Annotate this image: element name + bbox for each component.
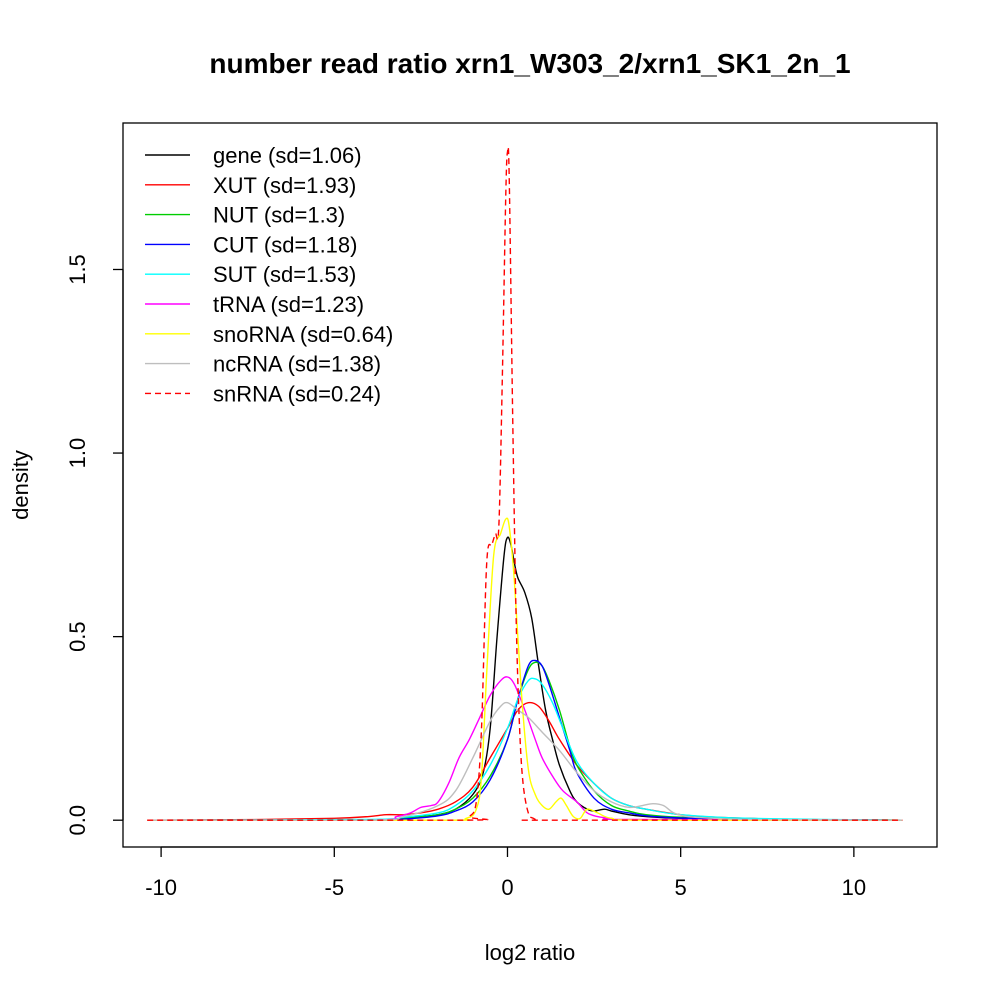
y-tick-label: 0.5 xyxy=(65,621,90,652)
series-line-4 xyxy=(147,677,903,821)
series-line-3 xyxy=(147,659,903,821)
x-tick-label: 10 xyxy=(842,875,866,900)
legend-label: tRNA (sd=1.23) xyxy=(213,292,364,317)
legend-label: gene (sd=1.06) xyxy=(213,143,362,168)
y-tick-label: 1.5 xyxy=(65,254,90,285)
x-tick-label: 5 xyxy=(675,875,687,900)
legend-label: XUT (sd=1.93) xyxy=(213,173,356,198)
x-axis: -10 -5 0 5 10 xyxy=(145,846,866,900)
x-tick-label: -5 xyxy=(325,875,345,900)
x-tick-label: -10 xyxy=(145,875,177,900)
legend-label: CUT (sd=1.18) xyxy=(213,232,357,257)
y-tick-label: 1.0 xyxy=(65,438,90,469)
legend-label: SUT (sd=1.53) xyxy=(213,262,356,287)
legend-label: ncRNA (sd=1.38) xyxy=(213,352,381,377)
x-tick-label: 0 xyxy=(501,875,513,900)
legend: gene (sd=1.06) XUT (sd=1.93) NUT (sd=1.3) C… xyxy=(145,143,393,406)
series-line-7 xyxy=(147,701,903,821)
y-tick-label: 0.0 xyxy=(65,805,90,836)
legend-label: snRNA (sd=0.24) xyxy=(213,381,381,406)
y-axis: 0.0 0.5 1.0 1.5 xyxy=(65,254,124,836)
series-line-5 xyxy=(147,676,903,821)
series-line-8 xyxy=(147,146,903,821)
legend-label: snoRNA (sd=0.64) xyxy=(213,322,393,347)
x-axis-label: log2 ratio xyxy=(485,940,576,965)
chart-title: number read ratio xrn1_W303_2/xrn1_SK1_2… xyxy=(209,48,850,79)
y-axis-label: density xyxy=(8,450,33,520)
series-line-6 xyxy=(147,517,903,821)
legend-label: NUT (sd=1.3) xyxy=(213,203,345,228)
density-lines xyxy=(147,146,903,821)
